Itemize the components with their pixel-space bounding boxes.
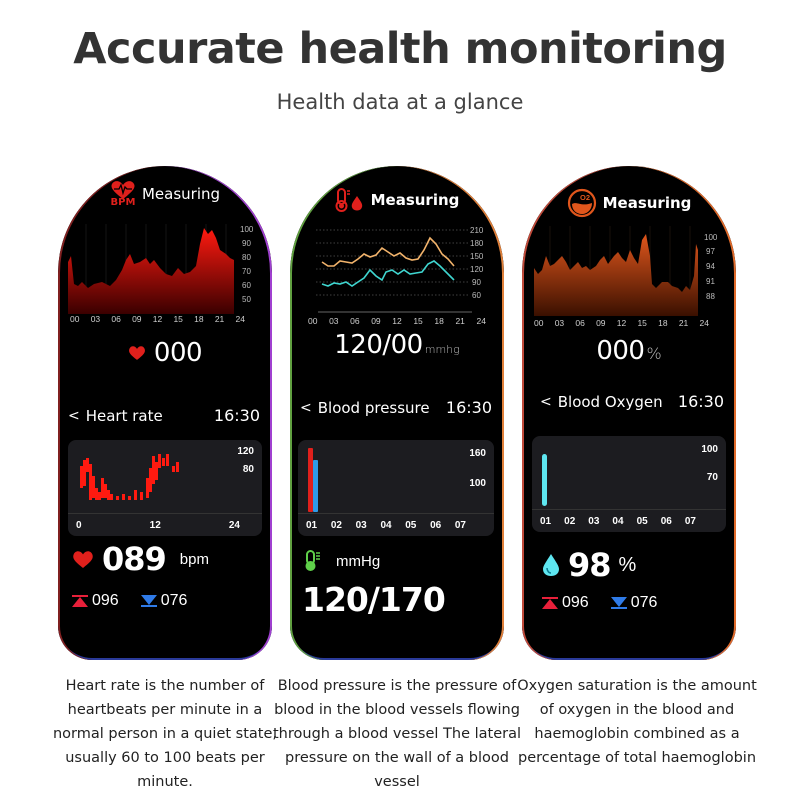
chevron-left-icon: < xyxy=(68,407,80,424)
divider xyxy=(532,509,726,510)
back-button[interactable]: < Blood pressure xyxy=(300,398,430,417)
diastolic-bar xyxy=(313,460,318,512)
clock-time: 16:30 xyxy=(677,392,724,411)
page-subtitle: Health data at a glance xyxy=(276,90,524,114)
blood-oxygen-weekly-card: 100 70 01 02 03 04 05 06 07 xyxy=(532,436,726,532)
svg-text:88: 88 xyxy=(706,292,715,301)
svg-text:120: 120 xyxy=(470,265,484,274)
bp-reading-value: 120/170 xyxy=(302,580,446,619)
heart-rate-nav[interactable]: < Heart rate 16:30 xyxy=(68,406,260,425)
min-arrow-icon xyxy=(610,597,627,609)
max-arrow-icon xyxy=(72,595,88,607)
svg-text:150: 150 xyxy=(470,252,484,261)
svg-text:90: 90 xyxy=(472,278,481,287)
thermometer-drop-icon xyxy=(335,188,362,212)
heart-rate-daily-card: 120 80 0 12 24 xyxy=(68,440,262,536)
blood-pressure-watch-screen: Measuring 210 180 150 120 90 60 00 03 06 09… xyxy=(290,166,504,660)
measuring-label: Measuring xyxy=(141,185,221,203)
heart-bpm-icon: BPM xyxy=(110,180,136,208)
live-bp-reading: 120/00 mmhg xyxy=(334,330,460,360)
max-arrow-icon xyxy=(542,597,558,609)
blood-oxygen-caption: Oxygen saturation is the amount of oxyge… xyxy=(517,678,757,766)
measuring-header: O2 Measuring xyxy=(522,188,736,218)
blood-pressure-x-axis: 00 03 06 09 12 15 18 21 24 xyxy=(308,316,486,326)
heart-rate-reading: 089 bpm xyxy=(72,540,262,578)
measuring-label: Measuring xyxy=(370,191,460,209)
measuring-header: Measuring xyxy=(290,188,504,212)
measuring-header: BPM Measuring xyxy=(58,180,272,208)
svg-text:60: 60 xyxy=(242,281,251,290)
heart-icon xyxy=(73,550,93,568)
oxygen-reading: 98 % xyxy=(542,546,726,584)
heart-rate-caption: Heart rate is the number of heartbeats p… xyxy=(52,678,278,790)
svg-text:O2: O2 xyxy=(580,193,590,202)
blood-pressure-line-chart: 210 180 150 120 90 60 xyxy=(316,226,484,313)
svg-text:80: 80 xyxy=(242,253,251,262)
oxygen-bar xyxy=(542,454,547,506)
svg-text:50: 50 xyxy=(242,295,251,304)
o2-icon: O2 xyxy=(567,188,596,218)
heart-rate-watch-screen: BPM Measuring 100 90 80 70 60 50 00 03 06 0… xyxy=(58,166,272,660)
systolic-bar xyxy=(308,448,313,512)
blood-pressure-nav[interactable]: < Blood pressure 16:30 xyxy=(300,398,492,417)
svg-text:100: 100 xyxy=(704,233,718,242)
heart-rate-x-axis: 00 03 06 09 12 15 18 21 24 xyxy=(70,314,245,324)
svg-text:70: 70 xyxy=(242,267,251,276)
blood-pressure-weekly-card: 160 100 01 02 03 04 05 06 07 xyxy=(298,440,494,536)
svg-text:90: 90 xyxy=(242,239,251,248)
blood-oxygen-watch-screen: O2 Measuring 100 97 94 91 88 00 03 06 09 12 1… xyxy=(522,166,736,660)
svg-text:210: 210 xyxy=(470,226,484,235)
divider xyxy=(68,513,262,514)
thermometer-icon xyxy=(305,550,320,571)
blood-oxygen-nav[interactable]: < Blood Oxygen 16:30 xyxy=(540,392,724,411)
svg-text:97: 97 xyxy=(706,247,715,256)
chevron-left-icon: < xyxy=(540,393,552,410)
back-button[interactable]: < Blood Oxygen xyxy=(540,392,663,411)
chevron-left-icon: < xyxy=(300,399,312,416)
heart-icon xyxy=(128,346,145,360)
blood-oxygen-area-chart: 100 97 94 91 88 xyxy=(534,226,718,316)
live-oxygen-reading: 000 % xyxy=(596,336,662,366)
min-arrow-icon xyxy=(140,595,157,607)
svg-text:60: 60 xyxy=(472,291,481,300)
min-max-values: 096 076 xyxy=(72,592,187,610)
back-button[interactable]: < Heart rate xyxy=(68,406,163,425)
bp-unit-row: mmHg xyxy=(304,550,380,572)
svg-text:94: 94 xyxy=(706,262,715,271)
clock-time: 16:30 xyxy=(445,398,492,417)
svg-text:100: 100 xyxy=(240,225,254,234)
svg-text:180: 180 xyxy=(470,239,484,248)
water-drop-icon xyxy=(543,554,559,576)
blood-pressure-caption: Blood pressure is the pressure of blood … xyxy=(272,678,521,790)
blood-oxygen-x-axis: 00 03 06 09 12 15 18 21 24 xyxy=(534,318,709,328)
heart-rate-daily-chart xyxy=(80,454,179,500)
measuring-label: Measuring xyxy=(602,194,692,212)
page-title: Accurate health monitoring xyxy=(73,24,727,74)
divider xyxy=(298,513,494,514)
svg-text:91: 91 xyxy=(706,277,715,286)
min-max-values: 096 076 xyxy=(542,594,657,612)
live-heart-reading: 000 xyxy=(58,338,272,368)
heart-rate-area-chart: 100 90 80 70 60 50 xyxy=(68,224,254,314)
clock-time: 16:30 xyxy=(213,406,260,425)
